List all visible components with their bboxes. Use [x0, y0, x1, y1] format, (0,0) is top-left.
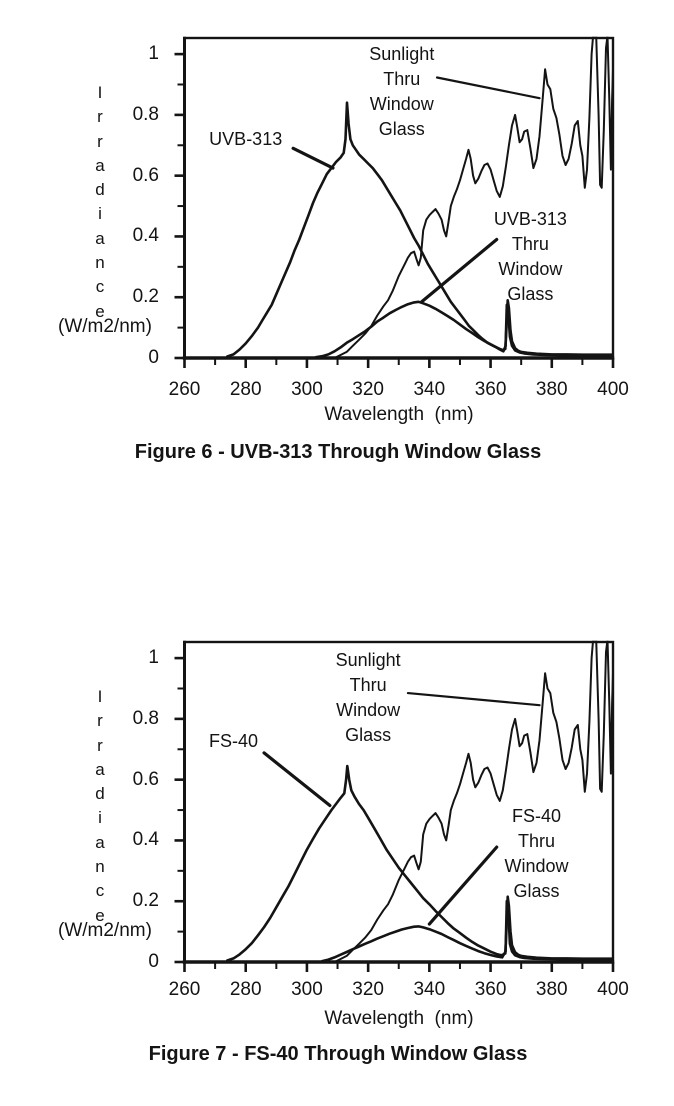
uvb-313-label: UVB-313 [209, 128, 283, 149]
fs-40-thru-window-glass-label: FS-40 Thru Window Glass [504, 805, 569, 901]
x-tick-label: 320 [352, 979, 384, 1000]
fs-40-thru-window-glass-curve [320, 899, 613, 963]
sunlight-thru-window-glass-label-leader-line [435, 76, 541, 100]
x-tick-label: 400 [597, 379, 629, 400]
x-tick-label: 380 [535, 379, 568, 400]
y-tick-label: 0.6 [132, 164, 159, 186]
x-tick-label: 400 [597, 979, 629, 1000]
sunlight-thru-window-glass-curve [333, 36, 613, 359]
fs-40-label-leader-line [262, 751, 332, 808]
x-tick-label: 380 [535, 979, 568, 1000]
y-tick-label: 0.4 [132, 225, 159, 247]
x-axis-label: Wavelength (nm) [324, 404, 474, 425]
uvb-313-thru-window-glass-label: UVB-313 Thru Window Glass [493, 209, 567, 305]
x-tick-label: 320 [352, 379, 384, 400]
y-tick-label: 0 [148, 347, 159, 368]
x-tick-label: 340 [413, 979, 446, 1000]
x-tick-label: 260 [168, 379, 201, 400]
y-axis-units: (W/m2/nm) [58, 316, 152, 337]
x-tick-label: 340 [413, 379, 446, 400]
x-tick-label: 360 [474, 379, 507, 400]
sunlight-thru-window-glass-label-leader-line [406, 691, 541, 707]
y-tick-label: 0.8 [132, 103, 159, 125]
y-tick-label: 1 [148, 43, 159, 65]
y-tick-label: 0.2 [132, 286, 159, 308]
y-axis-units: (W/m2/nm) [58, 920, 152, 941]
x-tick-label: 280 [229, 379, 262, 400]
x-tick-label: 300 [291, 379, 323, 400]
y-tick-label: 0.8 [132, 707, 159, 729]
y-tick-label: 0 [148, 951, 159, 972]
x-tick-label: 300 [291, 979, 323, 1000]
sunlight-thru-window-glass-curve [333, 640, 613, 963]
x-tick-label: 260 [168, 979, 201, 1000]
figure-6-caption: Figure 6 - UVB-313 Through Window Glass [134, 441, 542, 463]
uvb-313-thru-window-glass-label-leader-line [420, 237, 499, 304]
y-tick-label: 1 [148, 647, 159, 669]
x-tick-label: 280 [229, 979, 262, 1000]
figure-7-caption: Figure 7 - FS-40 Through Window Glass [148, 1043, 528, 1065]
uvb-313-label-leader-line [291, 146, 335, 170]
y-tick-label: 0.2 [132, 890, 159, 912]
sunlight-thru-window-glass-label: Sunlight Thru Window Glass [335, 649, 401, 745]
uvb-313-thru-window-glass-curve [314, 300, 613, 359]
x-axis-label: Wavelength (nm) [324, 1008, 474, 1029]
fs-40-thru-window-glass-label-leader-line [427, 845, 499, 926]
y-tick-label: 0.4 [132, 829, 159, 851]
y-tick-label: 0.6 [132, 768, 159, 790]
sunlight-thru-window-glass-label: Sunlight Thru Window Glass [369, 43, 435, 139]
x-tick-label: 360 [474, 979, 507, 1000]
fs-40-label: FS-40 [208, 731, 258, 752]
